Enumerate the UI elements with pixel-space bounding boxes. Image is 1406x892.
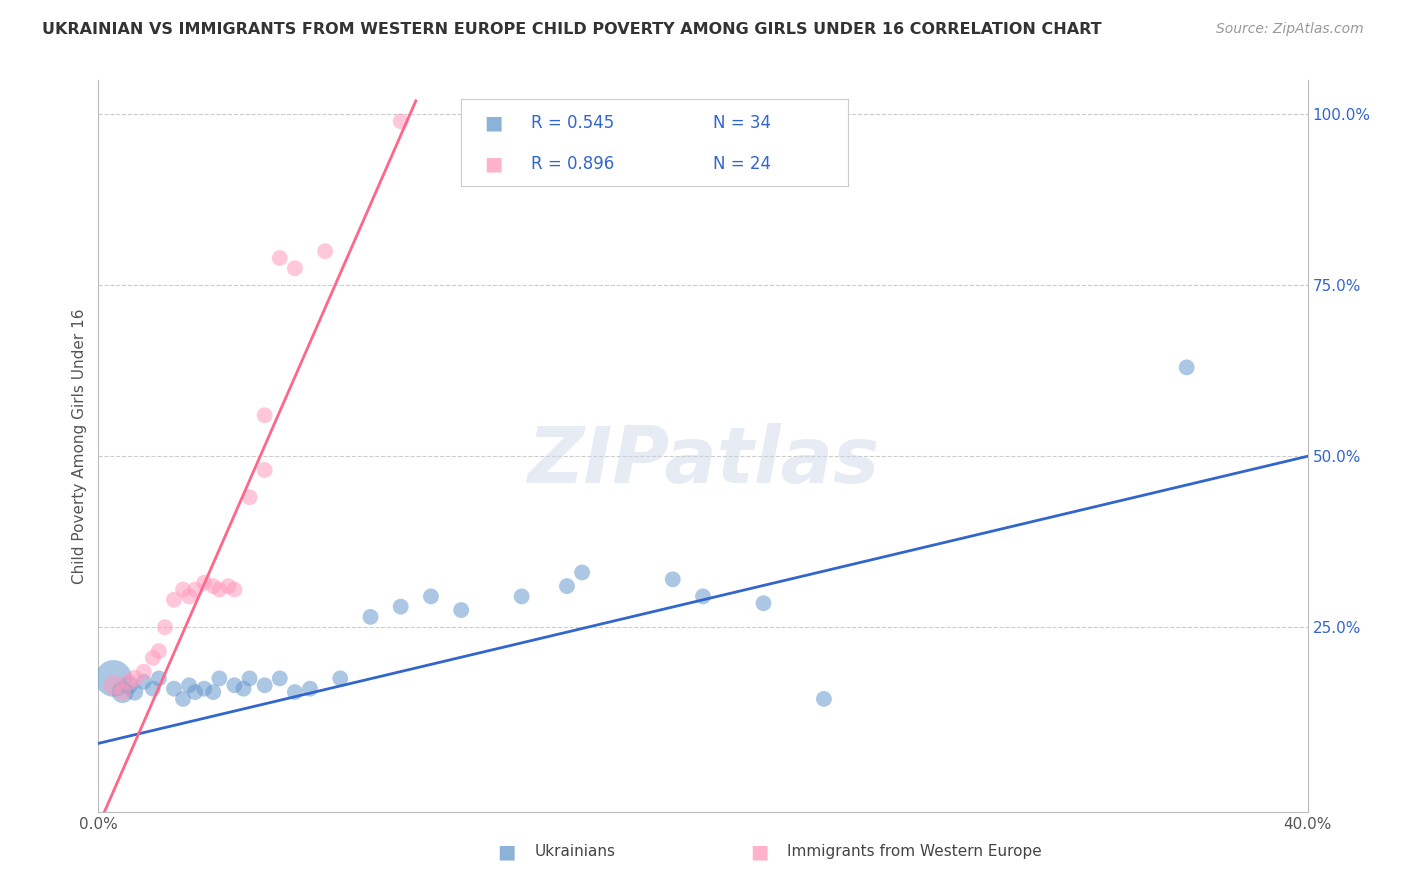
Point bbox=[118, 674, 141, 689]
Text: ■: ■ bbox=[749, 842, 769, 862]
Point bbox=[253, 463, 276, 477]
Point bbox=[193, 681, 215, 696]
Point bbox=[172, 692, 194, 706]
Point bbox=[329, 672, 352, 686]
Point bbox=[142, 651, 165, 665]
Text: Immigrants from Western Europe: Immigrants from Western Europe bbox=[787, 845, 1042, 859]
Point bbox=[420, 590, 443, 604]
Text: UKRAINIAN VS IMMIGRANTS FROM WESTERN EUROPE CHILD POVERTY AMONG GIRLS UNDER 16 C: UKRAINIAN VS IMMIGRANTS FROM WESTERN EUR… bbox=[42, 22, 1102, 37]
Point bbox=[163, 681, 186, 696]
Point bbox=[172, 582, 194, 597]
Point bbox=[389, 599, 412, 614]
Point bbox=[132, 674, 155, 689]
Point bbox=[571, 566, 593, 580]
Point bbox=[389, 114, 412, 128]
Point bbox=[142, 681, 165, 696]
Point bbox=[193, 575, 215, 590]
Point bbox=[208, 582, 231, 597]
Point bbox=[555, 579, 578, 593]
Point bbox=[184, 685, 207, 699]
Point bbox=[111, 685, 134, 699]
Point bbox=[813, 692, 835, 706]
Point bbox=[132, 665, 155, 679]
Point bbox=[232, 681, 254, 696]
Point bbox=[239, 672, 262, 686]
Text: ZIPatlas: ZIPatlas bbox=[527, 423, 879, 499]
Point bbox=[163, 592, 186, 607]
Y-axis label: Child Poverty Among Girls Under 16: Child Poverty Among Girls Under 16 bbox=[72, 309, 87, 583]
Point bbox=[118, 678, 141, 692]
Point bbox=[184, 582, 207, 597]
Point bbox=[253, 409, 276, 423]
Point bbox=[661, 572, 683, 586]
Text: ■: ■ bbox=[496, 842, 516, 862]
Point bbox=[314, 244, 336, 259]
Point bbox=[124, 685, 146, 699]
Point bbox=[284, 685, 307, 699]
Point bbox=[148, 672, 170, 686]
Point bbox=[208, 672, 231, 686]
Point bbox=[153, 620, 176, 634]
Point bbox=[103, 678, 125, 692]
Point bbox=[284, 261, 307, 276]
Point bbox=[217, 579, 239, 593]
Point bbox=[752, 596, 775, 610]
Point bbox=[148, 644, 170, 658]
Point bbox=[111, 685, 134, 699]
Point bbox=[360, 610, 382, 624]
Point bbox=[124, 672, 146, 686]
Point bbox=[450, 603, 472, 617]
Point bbox=[253, 678, 276, 692]
Text: Ukrainians: Ukrainians bbox=[534, 845, 616, 859]
Point bbox=[510, 590, 533, 604]
Point bbox=[239, 490, 262, 504]
Point bbox=[1175, 360, 1198, 375]
Text: Source: ZipAtlas.com: Source: ZipAtlas.com bbox=[1216, 22, 1364, 37]
Point bbox=[179, 590, 201, 604]
Point bbox=[202, 579, 225, 593]
Point bbox=[224, 582, 246, 597]
Point bbox=[179, 678, 201, 692]
Point bbox=[299, 681, 322, 696]
Point bbox=[224, 678, 246, 692]
Point bbox=[269, 672, 291, 686]
Point bbox=[202, 685, 225, 699]
Point bbox=[692, 590, 714, 604]
Point bbox=[103, 672, 125, 686]
Point bbox=[269, 251, 291, 265]
